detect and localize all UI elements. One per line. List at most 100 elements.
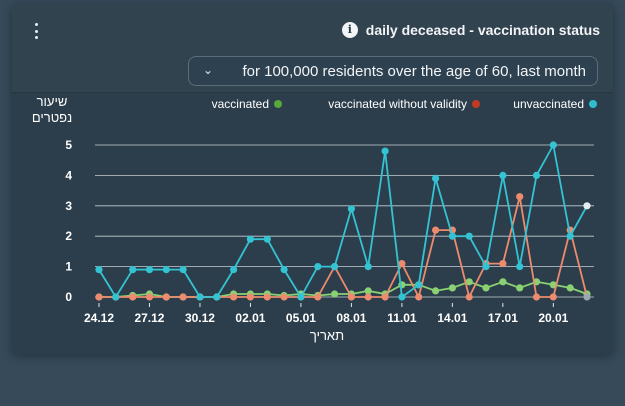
x-tick-label: 08.01 [336,311,366,325]
title-row: i daily deceased - vaccination status [341,22,600,38]
data-point-unvaccinated [398,293,406,301]
data-point-unvaccinated [415,281,423,289]
menu-dot [34,23,38,26]
data-point-without_validity [415,293,423,301]
kebab-menu-icon[interactable] [30,20,42,42]
data-point-vaccinated [516,284,524,292]
data-point-without_validity [549,293,557,301]
y-tick-label: 4 [65,168,72,182]
data-point-vaccinated [364,287,372,295]
data-point-unvaccinated [263,235,271,243]
data-point-unvaccinated [566,232,574,240]
data-point-unvaccinated [246,235,254,243]
population-filter-dropdown[interactable]: ⌄ for 100,000 residents over the age of … [188,56,598,86]
legend-marker [589,100,597,108]
x-tick-label: 27.12 [134,311,164,325]
chart-card: i daily deceased - vaccination status ⌄ … [12,4,613,354]
data-point-unvaccinated [145,266,154,274]
chevron-down-icon: ⌄ [203,63,214,77]
data-point-unvaccinated [432,174,440,182]
data-point-unvaccinated [482,263,490,271]
data-point-unvaccinated [297,293,305,301]
data-point-unvaccinated [347,205,355,213]
data-point-unvaccinated [230,266,238,274]
info-icon[interactable]: i [341,22,358,38]
data-point-unvaccinated [549,141,557,149]
data-point-unvaccinated [196,293,204,301]
data-point-without_validity [95,293,103,301]
y-tick-label: 1 [65,260,72,274]
y-tick-label: 2 [65,229,72,243]
legend-marker [274,100,282,108]
y-axis-ticks: 0 1 2 3 4 5 [65,138,72,304]
data-point-unvaccinated [162,266,170,274]
data-point-vaccinated [499,278,507,286]
data-point-without_validity [314,293,322,301]
x-tick-label: 17.01 [488,311,518,325]
legend-label: vaccinated without validity [328,97,467,111]
data-point-without_validity [516,193,524,201]
data-point-without_validity [246,293,254,301]
y-tick-label: 3 [65,199,72,213]
series-line-without_validity [99,195,588,298]
data-point-unvaccinated [583,202,591,210]
data-point-unvaccinated [381,147,389,155]
data-point-unvaccinated [465,232,473,240]
x-axis-title: תאריך [310,328,344,343]
data-point-without_validity [145,293,154,301]
data-point-unvaccinated [213,293,221,301]
data-point-unvaccinated [448,232,456,240]
data-point-without_validity [398,260,406,268]
data-point-unvaccinated [532,171,541,179]
y-tick-label: 0 [65,290,72,304]
data-point-unvaccinated [499,171,507,179]
series-line-vaccinated [99,280,588,298]
data-point-unvaccinated [280,266,288,274]
data-point-unvaccinated [179,266,187,274]
x-tick-label: 14.01 [437,311,467,325]
data-point-without_validity [364,293,372,301]
data-point-unvaccinated [314,263,322,271]
data-point-without_validity [347,293,355,301]
chart-title: daily deceased - vaccination status [365,22,600,38]
y-tick-label: 5 [65,138,72,152]
data-point-unvaccinated [112,293,120,301]
data-point-without_validity [432,226,440,234]
chart-grid [95,144,594,298]
data-point-without_validity [179,293,187,301]
data-point-vaccinated [482,284,490,292]
data-point-vaccinated [331,290,339,298]
x-tick-label: 05.01 [286,311,316,325]
data-point-unvaccinated [516,263,524,271]
chart-legend: unvaccinated vaccinated without validity v… [212,97,597,111]
data-point-vaccinated [566,284,574,292]
data-point-without_validity [583,293,591,301]
data-point-without_validity [230,293,238,301]
data-point-without_validity [162,293,170,301]
data-point-unvaccinated [95,266,103,274]
legend-marker [472,100,480,108]
filter-selected-value: for 100,000 residents over the age of 60… [242,63,586,80]
x-tick-label: 11.01 [387,311,417,325]
card-header: i daily deceased - vaccination status ⌄ … [12,4,613,93]
x-tick-label: 20.01 [538,311,568,325]
menu-dot [34,29,38,33]
x-tick-label: 30.12 [185,311,215,325]
menu-dot [34,36,38,39]
legend-label: vaccinated [212,97,269,111]
data-point-without_validity [499,260,507,268]
x-axis-ticks: 24.12 27.12 30.12 02.01 05.01 08.01 11.01 14.01… [84,303,569,325]
y-axis-title-line: נפטרים [32,110,72,125]
data-point-without_validity [381,293,389,301]
chart-series [95,141,591,301]
data-point-without_validity [263,293,271,301]
data-point-without_validity [129,293,137,301]
x-tick-label: 02.01 [235,311,265,325]
data-point-without_validity [532,293,541,301]
y-axis-title-line: שיעור [37,94,68,109]
data-point-without_validity [465,293,473,301]
x-tick-label: 24.12 [84,311,114,325]
data-point-without_validity [280,293,288,301]
